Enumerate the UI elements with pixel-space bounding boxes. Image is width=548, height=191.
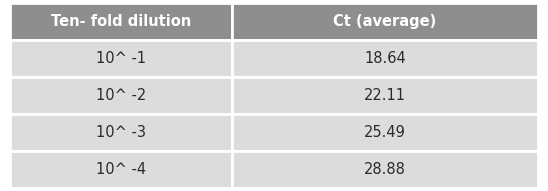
- Text: 10^ -2: 10^ -2: [96, 88, 146, 103]
- Bar: [10, 77, 232, 114]
- Bar: [10, 114, 232, 151]
- Bar: [232, 114, 538, 151]
- Text: 28.88: 28.88: [364, 162, 406, 177]
- Text: 10^ -4: 10^ -4: [96, 162, 146, 177]
- Text: 22.11: 22.11: [364, 88, 406, 103]
- Bar: [10, 3, 232, 40]
- Text: Ct (average): Ct (average): [333, 14, 437, 29]
- Bar: [232, 77, 538, 114]
- Bar: [10, 40, 232, 77]
- Text: 18.64: 18.64: [364, 51, 406, 66]
- Text: 10^ -1: 10^ -1: [96, 51, 146, 66]
- Text: Ten- fold dilution: Ten- fold dilution: [50, 14, 191, 29]
- Bar: [232, 40, 538, 77]
- Text: 25.49: 25.49: [364, 125, 406, 140]
- Bar: [10, 151, 232, 188]
- Bar: [232, 151, 538, 188]
- Bar: [232, 3, 538, 40]
- Text: 10^ -3: 10^ -3: [96, 125, 146, 140]
